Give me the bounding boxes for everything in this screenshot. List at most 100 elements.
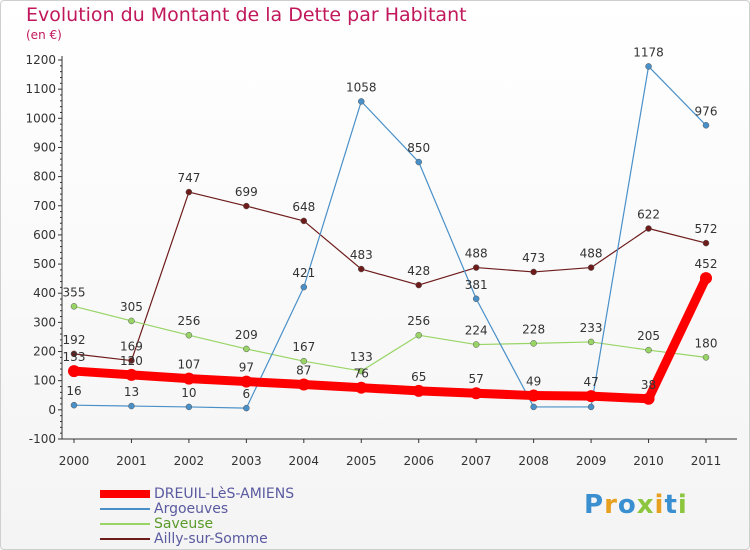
y-tick-label: -100 xyxy=(29,432,56,446)
data-label: 97 xyxy=(239,361,254,375)
data-point xyxy=(587,338,595,346)
legend-label: Ailly-sur-Somme xyxy=(154,530,268,547)
data-point xyxy=(358,98,365,105)
chart-unit: (en €) xyxy=(26,28,62,42)
logo-letter: x xyxy=(636,490,655,520)
x-tick-label: 2003 xyxy=(231,454,262,468)
data-point xyxy=(185,331,193,339)
series-line xyxy=(69,273,711,404)
x-tick-label: 2002 xyxy=(174,454,205,468)
data-point xyxy=(128,317,135,325)
legend-item: Ailly-sur-Somme xyxy=(100,530,294,547)
legend-label: Saveuse xyxy=(154,515,214,532)
data-point xyxy=(645,346,652,354)
y-tick-label: 0 xyxy=(48,403,56,417)
data-label: 850 xyxy=(407,141,430,155)
legend-item: DREUIL-LèS-AMIENS xyxy=(100,486,294,502)
data-point xyxy=(702,239,710,247)
data-point xyxy=(243,404,250,412)
data-point xyxy=(300,357,308,365)
data-point xyxy=(700,272,712,285)
data-point xyxy=(645,63,652,70)
data-label: 133 xyxy=(63,350,86,364)
data-label: 355 xyxy=(63,285,86,299)
series-line xyxy=(73,305,707,372)
data-label: 6 xyxy=(243,387,251,401)
data-point xyxy=(530,403,537,411)
data-label: 381 xyxy=(465,278,488,292)
y-tick-label: 1000 xyxy=(25,111,56,125)
y-tick-label: 500 xyxy=(33,257,56,271)
data-label: 65 xyxy=(411,370,426,384)
logo-letter: i xyxy=(677,490,688,520)
series-line xyxy=(73,65,707,409)
data-point xyxy=(412,384,425,397)
legend-item: Saveuse xyxy=(100,515,294,532)
y-tick-label: 800 xyxy=(33,170,56,184)
data-point xyxy=(472,264,480,271)
data-point xyxy=(243,345,250,353)
y-tick-label: 900 xyxy=(33,140,56,154)
legend-swatch xyxy=(100,507,150,510)
data-label: 421 xyxy=(292,266,315,280)
data-label: 169 xyxy=(120,340,143,354)
x-tick-label: 2004 xyxy=(289,454,320,468)
y-tick-label: 300 xyxy=(33,315,56,329)
data-point xyxy=(527,389,540,402)
data-label: 1178 xyxy=(633,45,664,59)
data-label: 747 xyxy=(177,171,200,185)
data-point xyxy=(585,390,598,403)
data-point xyxy=(243,202,250,210)
data-label: 167 xyxy=(292,340,315,354)
data-point xyxy=(358,367,365,375)
data-label: 38 xyxy=(641,378,656,392)
data-point xyxy=(415,281,422,289)
legend-swatch xyxy=(100,489,150,498)
data-label: 572 xyxy=(695,222,718,236)
logo-letter: t xyxy=(664,490,678,520)
data-label: 256 xyxy=(177,314,200,328)
chart-title: Evolution du Montant de la Dette par Hab… xyxy=(26,4,467,26)
y-tick-label: 1200 xyxy=(25,53,56,67)
data-label: 452 xyxy=(695,257,718,271)
data-label: 233 xyxy=(580,321,603,335)
legend-item: Argoeuves xyxy=(100,501,294,517)
y-tick-label: 200 xyxy=(33,345,56,359)
data-label: 209 xyxy=(235,328,258,342)
data-point xyxy=(240,375,253,388)
data-label: 87 xyxy=(296,363,311,377)
data-label: 648 xyxy=(292,200,315,214)
data-label: 256 xyxy=(407,314,430,328)
x-tick-label: 2008 xyxy=(518,454,549,468)
y-tick-label: 700 xyxy=(33,199,56,213)
data-point xyxy=(185,403,193,411)
logo-letter: P xyxy=(584,490,605,520)
x-tick-label: 2005 xyxy=(346,454,377,468)
data-point xyxy=(70,303,78,310)
data-label: 428 xyxy=(407,264,430,278)
legend-swatch xyxy=(100,522,150,525)
data-label: 10 xyxy=(181,386,196,400)
legend-swatch xyxy=(100,537,150,540)
data-label: 180 xyxy=(695,336,718,350)
data-label: 16 xyxy=(66,384,81,398)
data-point xyxy=(128,402,135,410)
data-point xyxy=(70,401,78,409)
data-point xyxy=(358,265,365,273)
data-point xyxy=(300,283,308,291)
data-point xyxy=(472,341,480,348)
logo-letter: o xyxy=(617,490,637,520)
data-label: 76 xyxy=(354,367,369,381)
x-tick-label: 2001 xyxy=(116,454,147,468)
data-label: 57 xyxy=(469,372,484,386)
data-point xyxy=(470,387,483,400)
x-tick-label: 2000 xyxy=(59,454,90,468)
y-tick-label: 1100 xyxy=(25,82,56,96)
data-point xyxy=(125,368,138,381)
x-tick-label: 2009 xyxy=(576,454,607,468)
logo-letter: i xyxy=(654,490,665,520)
data-point xyxy=(415,158,422,166)
data-point xyxy=(702,354,710,361)
